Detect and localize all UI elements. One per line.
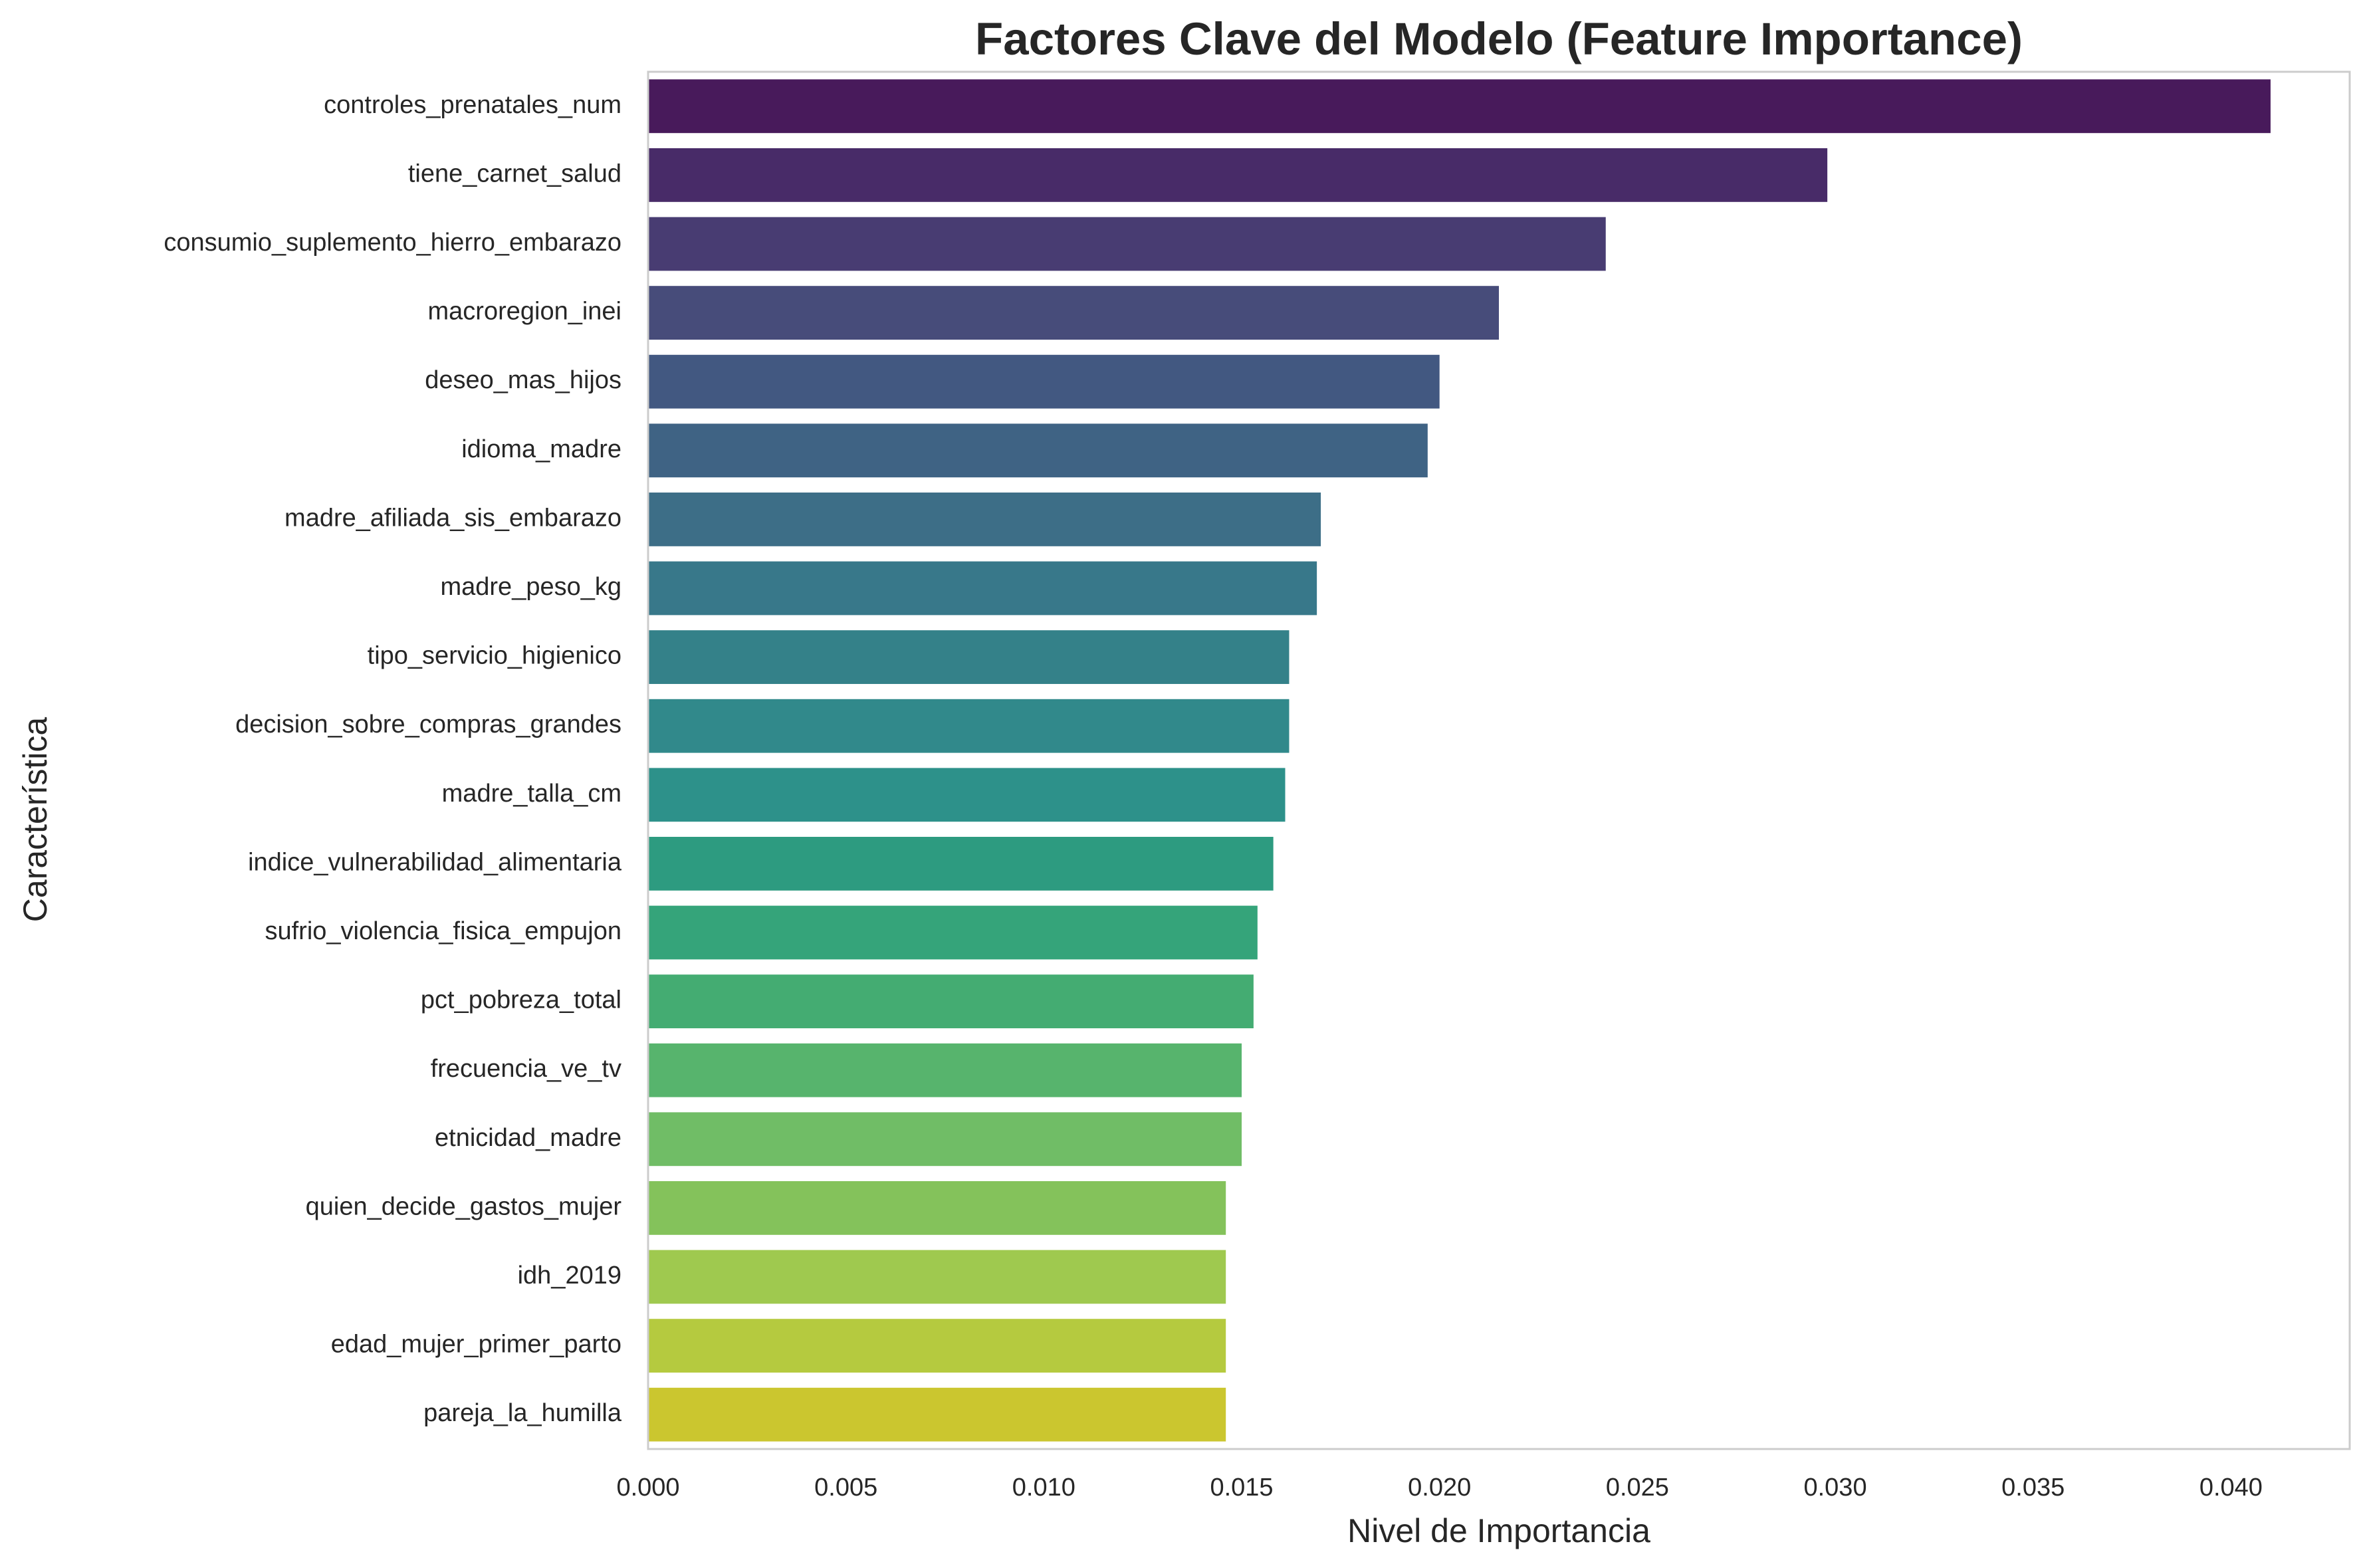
x-axis-label: Nivel de Importancia [1347,1512,1650,1549]
y-tick-label: etnicidad_madre [435,1124,621,1152]
y-tick-label: sufrio_violencia_fisica_empujon [265,917,621,945]
bar-frecuencia-ve-tv [648,1043,1242,1097]
bar-consumio-suplemento-hierro-embarazo [648,217,1606,271]
y-tick-label: deseo_mas_hijos [425,366,621,394]
bar-controles-prenatales-num [648,79,2271,134]
x-tick-label: 0.040 [2199,1474,2263,1502]
bar-madre-peso-kg [648,561,1317,616]
x-tick-label: 0.015 [1210,1474,1273,1502]
bar-indice-vulnerabilidad-alimentaria [648,836,1274,891]
x-tick-label: 0.010 [1012,1474,1075,1502]
bars-layer [648,79,2271,1442]
y-tick-label: consumio_suplemento_hierro_embarazo [164,229,621,257]
y-tick-label: indice_vulnerabilidad_alimentaria [248,848,622,876]
x-tick-label: 0.020 [1408,1474,1471,1502]
chart-title: Factores Clave del Modelo (Feature Impor… [975,13,2023,64]
bar-idh-2019 [648,1250,1226,1304]
y-tick-label: idioma_madre [461,435,621,463]
bar-macroregion-inei [648,286,1499,340]
bar-madre-talla-cm [648,768,1286,822]
y-tick-label: pareja_la_humilla [423,1399,622,1427]
y-tick-label: frecuencia_ve_tv [431,1055,621,1083]
bar-idioma-madre [648,423,1428,478]
y-tick-label: edad_mujer_primer_parto [331,1331,621,1359]
bar-tiene-carnet-salud [648,148,1828,202]
y-tick-label: madre_afiliada_sis_embarazo [284,504,621,532]
y-tick-label: decision_sobre_compras_grandes [235,711,621,738]
bar-pareja-la-humilla [648,1387,1226,1442]
y-tick-label: pct_pobreza_total [421,986,621,1014]
y-tick-label: controles_prenatales_num [324,91,621,119]
y-tick-label: tiene_carnet_salud [408,160,621,187]
y-tick-label: idh_2019 [518,1262,621,1289]
bar-edad-mujer-primer-parto [648,1319,1226,1373]
y-tick-label: madre_talla_cm [442,780,621,808]
bar-pct-pobreza-total [648,974,1254,1029]
bar-decision-sobre-compras-grandes [648,699,1290,753]
y-tick-label: tipo_servicio_higienico [368,642,621,670]
x-tick-label: 0.025 [1606,1474,1669,1502]
x-tick-labels: 0.000 0.005 0.010 0.015 0.020 0.025 0.030 0.035… [616,1474,2262,1502]
x-tick-label: 0.035 [2001,1474,2065,1502]
bar-quien-decide-gastos-mujer [648,1180,1226,1235]
y-tick-label: quien_decide_gastos_mujer [306,1192,622,1220]
y-tick-label: macroregion_inei [428,298,622,326]
x-tick-label: 0.030 [1803,1474,1866,1502]
y-axis-label: Característica [17,717,54,923]
bar-tipo-servicio-higienico [648,630,1290,685]
bar-sufrio-violencia-fisica-empujon [648,905,1258,960]
y-tick-label: madre_peso_kg [440,573,621,601]
bar-etnicidad-madre [648,1112,1242,1167]
plot-frame [647,70,2351,1450]
bar-madre-afiliada-sis-embarazo [648,492,1321,546]
y-tick-labels: controles_prenatales_num tiene_carnet_sal… [164,91,621,1427]
bar-deseo-mas-hijos [648,354,1440,409]
x-tick-label: 0.005 [814,1474,877,1502]
x-tick-label: 0.000 [616,1474,679,1502]
